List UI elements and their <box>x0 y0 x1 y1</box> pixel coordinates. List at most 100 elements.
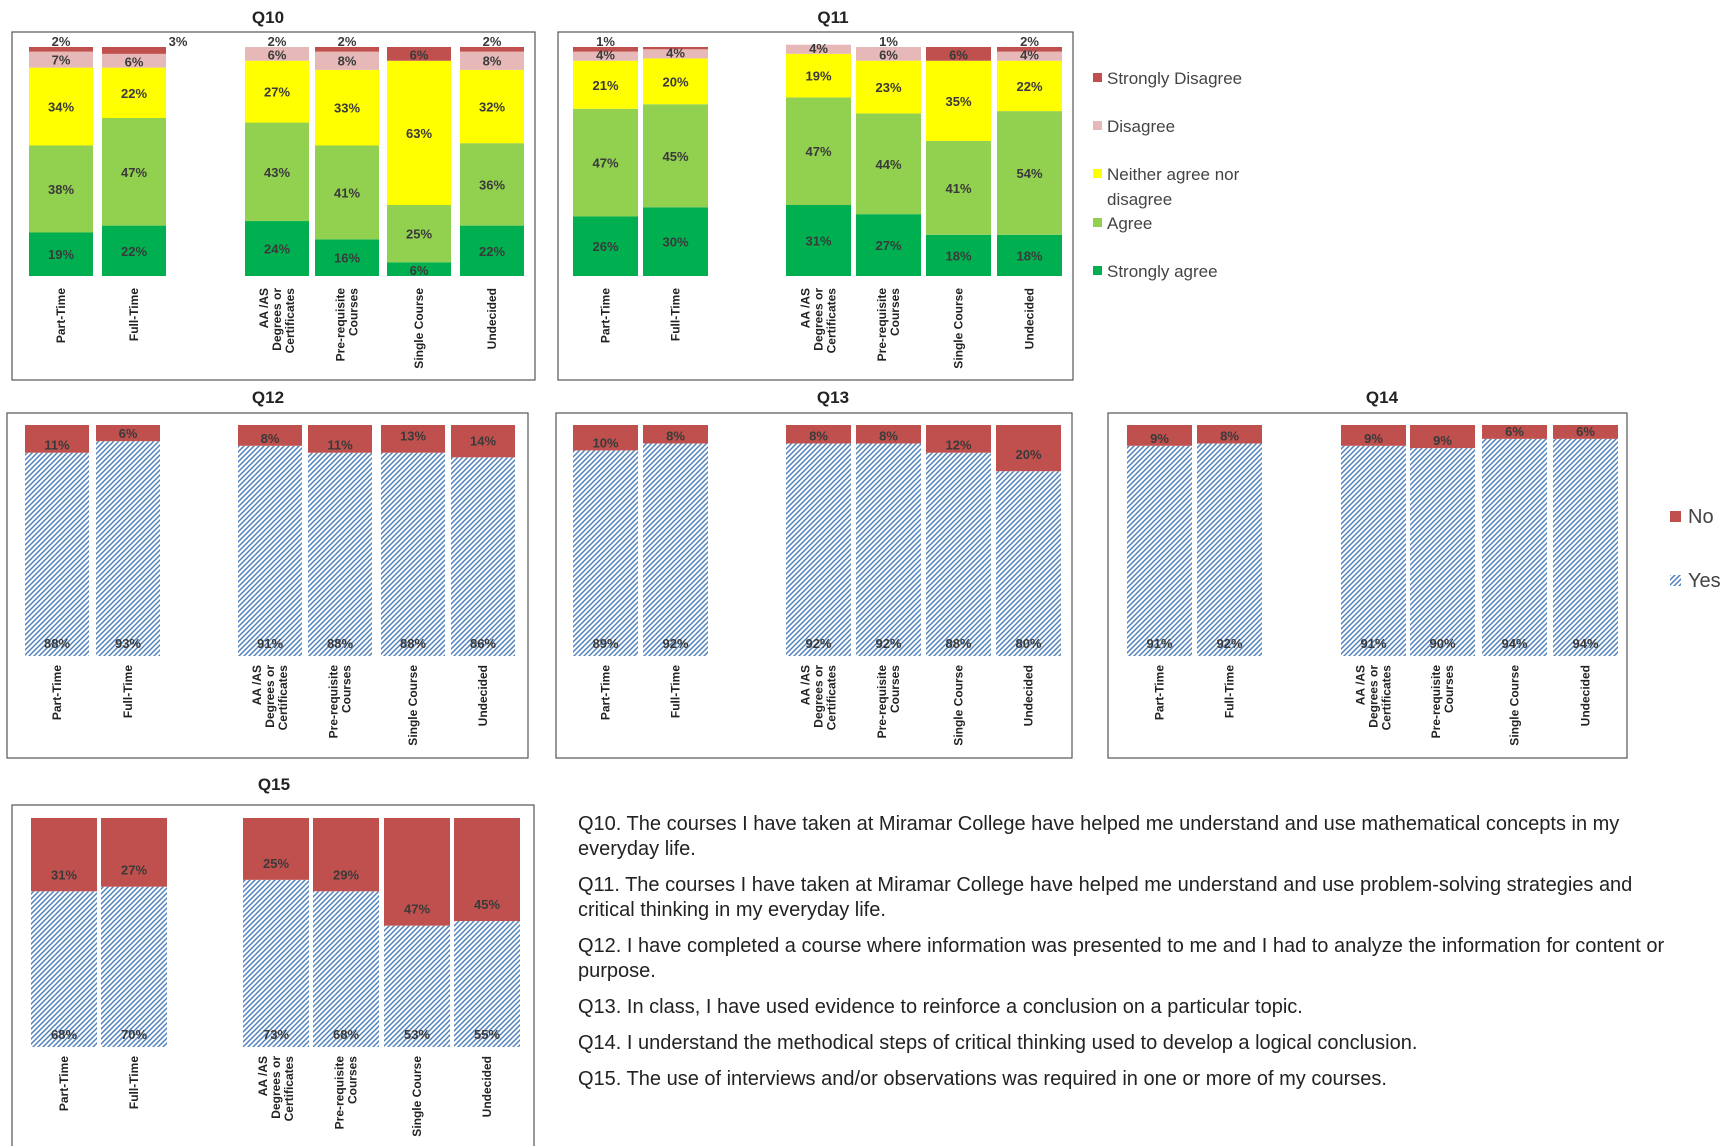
segment-no <box>1197 425 1262 444</box>
segment-yes <box>25 452 89 656</box>
segment-neither-agree-nor-disagree <box>573 60 638 109</box>
category-label-line: Single Course <box>410 1056 424 1137</box>
segment-no <box>1341 425 1406 446</box>
value-label-no: 12% <box>945 438 971 453</box>
category-label-part-time: Part-Time <box>54 288 68 343</box>
value-label-yes: 90% <box>1429 636 1455 651</box>
segment-no <box>25 425 89 453</box>
category-label-line: Single Course <box>952 288 966 369</box>
legend-swatch <box>1093 121 1102 130</box>
category-label-full-time: Full-Time <box>127 1056 141 1109</box>
value-label-no: 47% <box>404 902 430 917</box>
legend-label: Neither agree nor <box>1107 165 1240 184</box>
segment-no <box>31 818 97 892</box>
value-label-yes: 86% <box>470 636 496 651</box>
question-q14: Q14. I understand the methodical steps o… <box>578 1032 1418 1054</box>
legend-label: Strongly Disagree <box>1107 69 1242 88</box>
category-label-line: Degrees or <box>1367 665 1381 728</box>
category-label-line: Certificates <box>825 665 839 731</box>
question-q12: Q12. I have completed a course where inf… <box>578 935 1665 982</box>
value-label-disagree: 7% <box>52 53 71 68</box>
legend-label: Disagree <box>1107 117 1175 136</box>
chart-q12: Q12 88% 11% Part-Time 93% 6% Full-Time 91% 8% AA … <box>6 388 529 759</box>
category-label-line: Single Course <box>412 288 426 369</box>
value-label-no: 6% <box>1505 424 1524 439</box>
segment-strongly-disagree <box>460 47 524 52</box>
category-label-line: Certificates <box>283 288 297 354</box>
question-q11: Q11. The courses I have taken at Miramar… <box>578 874 1633 921</box>
question-q15: Q15. The use of interviews and/or observ… <box>578 1068 1387 1090</box>
value-label-strongly-disagree: 2% <box>483 34 502 49</box>
segment-no <box>384 818 450 926</box>
value-label-strongly-agree: 18% <box>945 248 971 263</box>
segment-strongly-disagree <box>643 47 708 50</box>
chart-q11: Q1126%47%21%4%1%Part-Time30%45%20%4%Full… <box>557 8 1074 381</box>
segment-strongly-disagree <box>926 47 991 61</box>
category-label-line: Part-Time <box>57 1056 71 1111</box>
segment-no <box>1127 425 1192 446</box>
legend-item-disagree: Disagree <box>1093 117 1175 136</box>
segment-agree <box>856 113 921 215</box>
category-label-aa-as-degrees-or-certificates: AA /AS Degrees or Certificates <box>1354 665 1394 731</box>
value-label-strongly-disagree: 1% <box>596 34 615 49</box>
segment-no <box>996 425 1061 472</box>
category-label-line: Part-Time <box>50 665 64 720</box>
value-label-disagree: 6% <box>879 48 898 63</box>
category-label-single-course: Single Course <box>1508 665 1522 746</box>
value-label-yes: 88% <box>44 636 70 651</box>
value-label-no: 10% <box>592 435 618 450</box>
value-label-neither-agree-nor-disagree: 34% <box>48 100 74 115</box>
value-label-no: 8% <box>809 428 828 443</box>
bar-undecided: 55% 45% <box>454 818 520 1047</box>
value-label-no: 6% <box>119 426 138 441</box>
category-label-line: Undecided <box>485 288 499 349</box>
category-label-line: Part-Time <box>54 288 68 343</box>
segment-strongly-disagree <box>29 47 93 52</box>
segment-strongly-disagree <box>387 47 451 61</box>
segment-strongly-agree <box>315 239 379 276</box>
value-label-yes: 68% <box>51 1027 77 1042</box>
value-label-no: 8% <box>1220 428 1239 443</box>
segment-neither-agree-nor-disagree <box>315 69 379 146</box>
value-label-no: 45% <box>474 897 500 912</box>
segment-no <box>1553 425 1618 439</box>
value-label-strongly-agree: 19% <box>48 247 74 262</box>
segment-neither-agree-nor-disagree <box>387 60 451 206</box>
segment-yes <box>573 450 638 656</box>
segment-no <box>308 425 372 453</box>
bar-aa-as-degrees-or-certificates: 92% 8% <box>786 425 851 656</box>
category-label-part-time: Part-Time <box>599 665 613 720</box>
segment-no <box>786 425 851 444</box>
value-label-agree: 45% <box>662 149 688 164</box>
chart-title: Q10 <box>252 8 284 27</box>
bar-single-course: 94% 6% <box>1482 424 1547 656</box>
chart-frame <box>1107 412 1628 759</box>
category-label-line: Certificates <box>825 288 839 354</box>
value-label-yes: 91% <box>1360 636 1386 651</box>
value-label-disagree: 4% <box>596 48 615 63</box>
value-label-agree: 47% <box>121 165 147 180</box>
segment-disagree <box>997 51 1062 61</box>
segment-yes <box>643 443 708 656</box>
category-label-line: Courses <box>888 665 902 713</box>
chart-frame <box>6 412 529 759</box>
value-label-agree: 47% <box>592 156 618 171</box>
bar-undecided: 22% 36% 32% 8% 2% <box>460 34 524 276</box>
category-label-undecided: Undecided <box>1022 665 1036 726</box>
category-label-line: Pre-requisite <box>875 288 889 362</box>
bar-pre-requisite-courses: 92% 8% <box>856 425 921 656</box>
legend-label: Strongly agree <box>1107 262 1218 281</box>
value-label-no: 8% <box>261 431 280 446</box>
category-label-line: AA /AS <box>256 1056 270 1096</box>
category-label-pre-requisite-courses: Pre-requisite Courses <box>1429 665 1456 739</box>
bar-full-time: 22% 47% 22% 6% 3% <box>102 34 188 276</box>
category-label-line: Full-Time <box>121 665 135 718</box>
segment-neither-agree-nor-disagree <box>926 60 991 141</box>
legend-swatch <box>1670 575 1681 586</box>
value-label-neither-agree-nor-disagree: 21% <box>592 78 618 93</box>
value-label-agree: 41% <box>334 185 360 200</box>
value-label-strongly-agree: 18% <box>1016 248 1042 263</box>
segment-yes <box>1127 445 1192 656</box>
category-label-line: Degrees or <box>269 1056 283 1119</box>
